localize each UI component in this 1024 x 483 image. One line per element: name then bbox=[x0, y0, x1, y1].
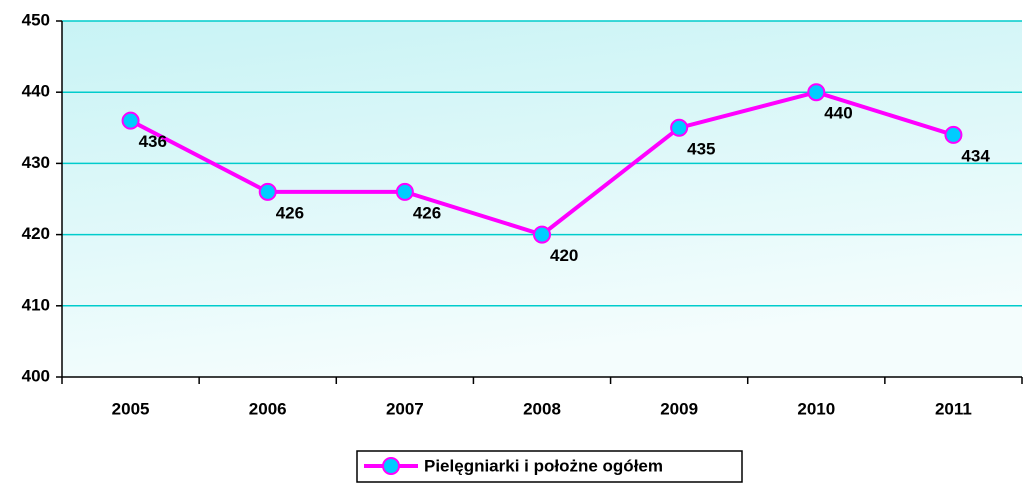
x-tick-label: 2011 bbox=[935, 399, 972, 418]
data-label: 434 bbox=[961, 146, 990, 165]
data-label: 436 bbox=[139, 132, 167, 151]
data-label: 420 bbox=[550, 246, 578, 265]
data-label: 426 bbox=[276, 203, 304, 222]
x-tick-label: 2007 bbox=[386, 399, 424, 418]
data-label: 426 bbox=[413, 203, 441, 222]
x-tick-label: 2008 bbox=[523, 399, 561, 418]
data-label: 440 bbox=[824, 104, 852, 123]
y-tick-label: 420 bbox=[22, 224, 50, 243]
x-tick-label: 2010 bbox=[797, 399, 835, 418]
x-tick-label: 2006 bbox=[249, 399, 287, 418]
x-tick-label: 2005 bbox=[112, 399, 150, 418]
y-tick-label: 450 bbox=[22, 10, 50, 29]
y-tick-label: 440 bbox=[22, 82, 50, 101]
x-tick-label: 2009 bbox=[660, 399, 698, 418]
legend-box bbox=[356, 450, 743, 483]
marker bbox=[533, 225, 551, 244]
plot-area bbox=[62, 21, 1022, 377]
marker bbox=[944, 125, 963, 144]
legend-label: Pielęgniarki i położne ogółem bbox=[424, 456, 663, 475]
data-label: 435 bbox=[687, 139, 715, 158]
marker bbox=[258, 182, 277, 201]
legend-marker bbox=[382, 457, 400, 475]
y-tick-label: 430 bbox=[22, 153, 50, 172]
marker bbox=[670, 118, 689, 137]
marker bbox=[121, 111, 140, 130]
y-tick-label: 410 bbox=[22, 295, 50, 314]
marker bbox=[395, 182, 414, 201]
marker bbox=[807, 83, 826, 102]
y-tick-label: 400 bbox=[22, 366, 50, 385]
